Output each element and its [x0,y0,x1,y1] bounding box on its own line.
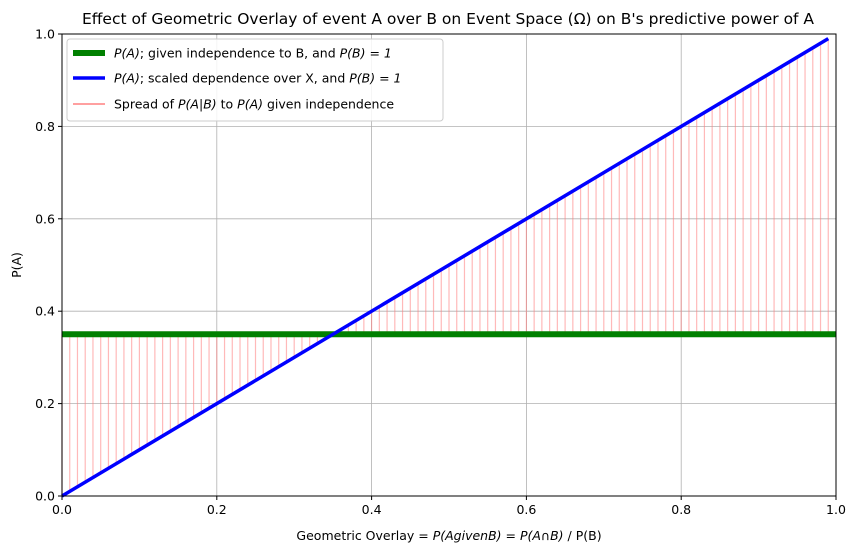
legend-label-green: P(A); given independence to B, and P(B) … [114,46,392,61]
legend-red-part-2: P(A|B) [178,97,217,112]
legend-red-part-1: Spread of [114,97,178,112]
legend-green-part-2: ; given independence to B, and [140,46,340,61]
legend-blue-part-3: P(B) = 1 [349,71,401,86]
y-tick-label: 0.8 [35,119,55,134]
y-tick-label: 0.6 [35,211,55,226]
legend-green-part-3: P(B) = 1 [340,46,392,61]
x-tick-label: 1.0 [826,502,846,517]
legend-red-part-5: given independence [263,97,394,112]
legend-red-part-3: to [217,97,238,112]
y-tick-label: 0.4 [35,304,55,319]
x-axis-label-expr2: P(A∩B) [520,528,564,543]
chart-title: Effect of Geometric Overlay of event A o… [82,10,814,28]
x-axis-label-suffix: / P(B) [564,528,602,543]
x-axis-label: Geometric Overlay = P(AgivenB) = P(A∩B) … [296,528,601,543]
y-tick-label: 1.0 [35,27,55,42]
y-tick-label: 0.0 [35,489,55,504]
x-axis-label-eq: = [502,528,520,543]
series-lines [61,37,836,498]
legend-green-part-1: P(A) [114,46,140,61]
legend: P(A); given independence to B, and P(B) … [66,38,444,122]
x-axis-ticks: 0.0 0.2 0.4 0.6 0.8 1.0 [52,496,846,517]
y-axis-label: P(A) [9,252,24,278]
x-tick-label: 0.6 [516,502,536,517]
x-axis-label-expr1: P(AgivenB) [433,528,502,543]
blue-dependence-line [61,37,830,498]
legend-label-red: Spread of P(A|B) to P(A) given independe… [114,97,394,112]
legend-blue-part-2: ; scaled dependence over X, and [140,71,349,86]
x-tick-label: 0.0 [52,502,72,517]
x-axis-label-prefix: Geometric Overlay = [296,528,432,543]
legend-box [66,38,444,122]
plot-frame [61,33,837,497]
x-tick-label: 0.2 [207,502,227,517]
legend-red-part-4: P(A) [237,97,263,112]
legend-label-blue: P(A); scaled dependence over X, and P(B)… [114,71,402,86]
x-tick-label: 0.8 [671,502,691,517]
spread-lines [61,38,829,496]
legend-blue-part-1: P(A) [114,71,140,86]
y-tick-label: 0.2 [35,396,55,411]
x-tick-label: 0.4 [362,502,382,517]
y-axis-ticks: 0.0 0.2 0.4 0.6 0.8 1.0 [35,27,62,504]
